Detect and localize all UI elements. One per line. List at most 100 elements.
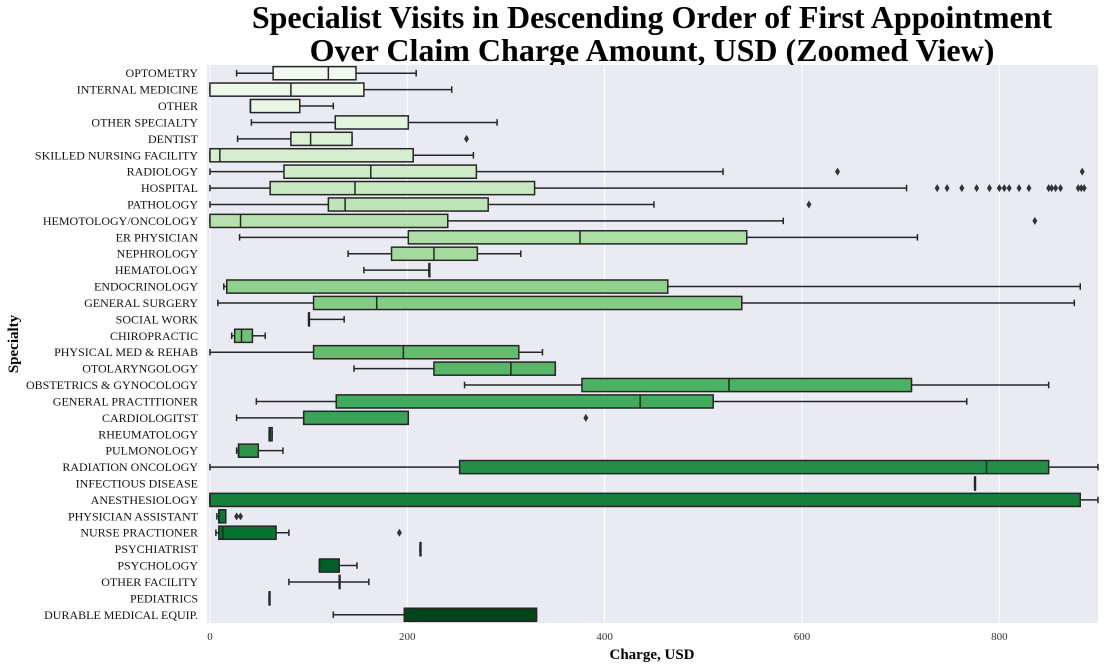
y-tick-label: OTHER [158, 99, 198, 113]
box [218, 525, 277, 541]
x-axis-label: Charge, USD [610, 647, 695, 663]
y-tick-label: RADIATION ONCOLOGY [62, 460, 198, 474]
box [249, 98, 301, 114]
y-tick-label: SKILLED NURSING FACILITY [35, 148, 198, 162]
y-tick-label: OBSTETRICS & GYNOCOLOGY [26, 378, 198, 392]
outlier-point [835, 167, 841, 176]
box-group [215, 525, 402, 541]
x-tick-label: 800 [991, 631, 1008, 643]
box-group [209, 213, 1038, 229]
y-tick-label: CARDIOLOGITST [102, 411, 199, 425]
chart-title-line-1: Specialist Visits in Descending Order of… [252, 0, 1053, 35]
y-tick-label: ENDOCRINOLOGY [94, 280, 198, 294]
outlier-point [1032, 216, 1038, 225]
outlier-point [959, 184, 965, 193]
y-tick-label: RADIOLOGY [127, 165, 199, 179]
y-tick-label: PATHOLOGY [127, 198, 198, 212]
y-tick-label: DENTIST [148, 132, 199, 146]
y-tick-label: PULMONOLOGY [105, 444, 198, 458]
y-tick-label: ER PHYSICIAN [116, 230, 199, 244]
outlier-point [464, 134, 470, 143]
outlier-point [1079, 167, 1085, 176]
y-tick-label: OTHER FACILITY [101, 575, 198, 589]
y-tick-label: NURSE PRACTIONER [80, 526, 198, 540]
box-group [235, 65, 417, 81]
y-tick-label: PHYSICAL MED & REHAB [54, 345, 198, 359]
box-group [235, 410, 589, 426]
box-group [268, 426, 273, 442]
box-group [353, 361, 557, 376]
y-tick-label: GENERAL SURGERY [84, 296, 198, 310]
outlier-point [583, 413, 589, 422]
outlier-point [1081, 184, 1087, 193]
outlier-point [1058, 184, 1064, 193]
box [290, 131, 353, 147]
box-group [223, 279, 1081, 294]
outlier-point [996, 184, 1002, 193]
box [302, 410, 410, 426]
y-tick-label: HEMATOLOGY [115, 263, 198, 277]
outlier-point [1006, 184, 1012, 193]
box-group [209, 344, 544, 360]
box-group [230, 328, 266, 344]
y-tick-label: PSYCHIATRIST [115, 542, 199, 556]
outlier-point [1001, 184, 1007, 193]
box-group [419, 541, 422, 557]
box-group [209, 492, 1099, 508]
box [233, 328, 254, 344]
outlier-point [1053, 184, 1059, 193]
box [312, 344, 520, 360]
y-axis-label: Specialty [6, 314, 22, 373]
outlier-point [1016, 184, 1022, 193]
outlier-point [1078, 184, 1084, 193]
box [334, 115, 410, 130]
box [433, 361, 557, 376]
y-axis-tick-labels: OPTOMETRY INTERNAL MEDICINE OTHER OTHER SPE… [26, 66, 199, 622]
y-tick-label: SOCIAL WORK [116, 312, 199, 326]
outlier-point [1026, 184, 1032, 193]
box [209, 82, 365, 97]
box [237, 443, 260, 458]
box-group [236, 131, 470, 147]
box-group [209, 82, 453, 97]
y-tick-label: OTHER SPECIALTY [91, 115, 198, 129]
box-group [216, 509, 244, 524]
outlier-point [396, 528, 402, 537]
box-group [209, 147, 475, 163]
box-group [209, 164, 1085, 179]
box-group [249, 98, 335, 114]
box [209, 213, 449, 229]
box [269, 180, 536, 196]
box [335, 394, 714, 409]
y-tick-label: GENERAL PRACTITIONER [53, 394, 198, 408]
x-tick-label: 0 [207, 631, 213, 643]
box [209, 147, 414, 163]
y-tick-label: INTERNAL MEDICINE [77, 83, 198, 97]
box-group [255, 394, 968, 409]
y-tick-label: OTOLARYNGOLOGY [82, 362, 198, 376]
box-group [363, 262, 431, 278]
box-group [307, 312, 345, 327]
outlier-point [234, 512, 240, 521]
box-group [238, 230, 919, 245]
box-group [209, 197, 812, 212]
box [581, 377, 913, 393]
box [272, 65, 357, 81]
chart-title-line-2: Over Claim Charge Amount, USD (Zoomed Vi… [310, 32, 995, 68]
outlier-point [238, 512, 244, 521]
y-tick-label: RHEUMATOLOGY [98, 427, 198, 441]
box [318, 558, 340, 573]
box [458, 459, 1050, 475]
box-group [268, 591, 271, 606]
box-group [973, 476, 977, 491]
box-group [209, 180, 1087, 196]
x-axis-tick-labels: 0 200 400 600 800 [207, 631, 1008, 643]
chart-title: Specialist Visits in Descending Order of… [252, 0, 1053, 68]
y-tick-label: CHIROPRACTIC [110, 329, 198, 343]
outlier-point [1049, 184, 1055, 193]
y-tick-label: PSYCHOLOGY [117, 559, 198, 573]
x-tick-label: 200 [399, 631, 416, 643]
outlier-point [944, 184, 950, 193]
box [407, 230, 748, 245]
